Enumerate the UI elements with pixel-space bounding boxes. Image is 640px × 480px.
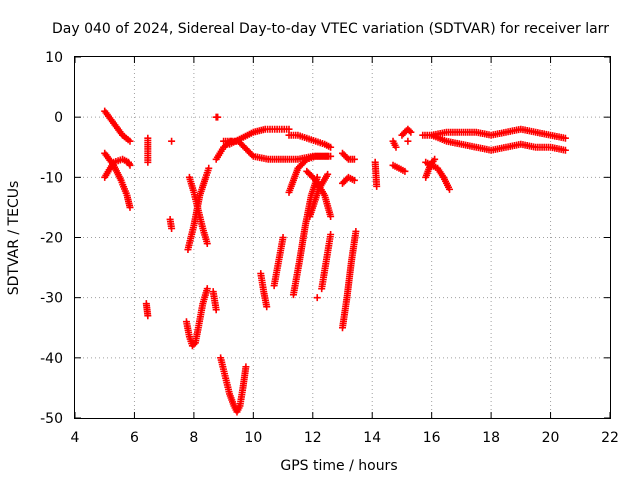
axis-ticks: 4 6 8 10 12 14 16 18 20 22 -50 -40 -30 -20 -10 0 10 bbox=[40, 50, 619, 446]
data-point-plus bbox=[168, 137, 176, 145]
data-point-plus bbox=[343, 154, 351, 162]
chart-title: Day 040 of 2024, Sidereal Day-to-day VTE… bbox=[52, 21, 609, 37]
data-point-plus bbox=[327, 143, 335, 151]
data-point-plus bbox=[446, 185, 453, 193]
data-point-plus bbox=[352, 227, 360, 235]
x-tick-label: 12 bbox=[304, 430, 322, 446]
data-point-plus bbox=[327, 212, 335, 220]
data-point-plus bbox=[313, 294, 321, 302]
data-point-plus bbox=[144, 312, 152, 320]
plot-frame bbox=[74, 56, 611, 419]
data-point-plus bbox=[301, 157, 309, 165]
y-tick-label: 10 bbox=[45, 50, 63, 66]
data-point-plus bbox=[404, 137, 412, 145]
data-point-plus bbox=[126, 203, 134, 211]
data-point-plus bbox=[248, 151, 256, 159]
y-tick-label: -20 bbox=[40, 231, 63, 247]
data-point-plus bbox=[561, 146, 569, 154]
x-tick-label: 6 bbox=[130, 430, 139, 446]
data-point-plus bbox=[214, 113, 222, 121]
data-point-plus bbox=[144, 158, 152, 166]
data-point-plus bbox=[279, 234, 287, 241]
x-tick-label: 20 bbox=[542, 430, 560, 446]
data-point-plus bbox=[431, 155, 439, 163]
y-axis-label: SDTVAR / TECUs bbox=[6, 181, 22, 296]
data-point-plus bbox=[327, 152, 335, 160]
data-point-plus bbox=[190, 340, 198, 348]
y-tick-label: -40 bbox=[40, 351, 63, 367]
data-point-plus bbox=[313, 173, 321, 181]
data-point-plus bbox=[205, 164, 213, 172]
data-point-plus bbox=[373, 182, 381, 190]
series-arc-d bbox=[285, 131, 335, 302]
series-arc-f bbox=[419, 125, 569, 193]
x-tick-label: 16 bbox=[423, 430, 441, 446]
data-marks bbox=[101, 107, 569, 416]
data-point-plus bbox=[212, 306, 220, 314]
data-point-plus bbox=[327, 230, 335, 238]
data-point-plus bbox=[407, 128, 415, 136]
x-tick-label: 4 bbox=[71, 430, 80, 446]
data-point-plus bbox=[263, 303, 271, 311]
data-point-plus bbox=[405, 127, 413, 135]
data-point-plus bbox=[350, 176, 358, 184]
x-tick-label: 10 bbox=[244, 430, 262, 446]
data-point-plus bbox=[203, 285, 211, 293]
x-tick-label: 22 bbox=[601, 430, 619, 446]
data-point-plus bbox=[168, 224, 176, 232]
series-arc-e bbox=[339, 125, 415, 332]
data-point-plus bbox=[203, 240, 211, 248]
y-tick-label: -50 bbox=[40, 411, 63, 427]
data-point-plus bbox=[242, 363, 250, 371]
grid-lines bbox=[75, 57, 610, 418]
data-point-plus bbox=[350, 155, 358, 163]
data-point-plus bbox=[561, 134, 569, 142]
y-tick-label: -10 bbox=[40, 170, 63, 186]
data-point-plus bbox=[324, 170, 332, 178]
data-point-plus bbox=[401, 167, 409, 175]
y-tick-label: 0 bbox=[54, 110, 63, 126]
data-point-plus bbox=[285, 125, 293, 133]
data-point-plus bbox=[392, 143, 400, 151]
x-axis-label: GPS time / hours bbox=[280, 458, 397, 474]
data-point-plus bbox=[126, 161, 134, 169]
series-arc-b bbox=[182, 113, 235, 350]
y-tick-label: -30 bbox=[40, 291, 63, 307]
x-tick-label: 14 bbox=[363, 430, 381, 446]
x-tick-label: 8 bbox=[189, 430, 198, 446]
x-tick-label: 18 bbox=[482, 430, 500, 446]
series-arc-c bbox=[217, 125, 332, 416]
data-point-plus bbox=[126, 137, 134, 145]
series-arc-a bbox=[101, 107, 176, 320]
